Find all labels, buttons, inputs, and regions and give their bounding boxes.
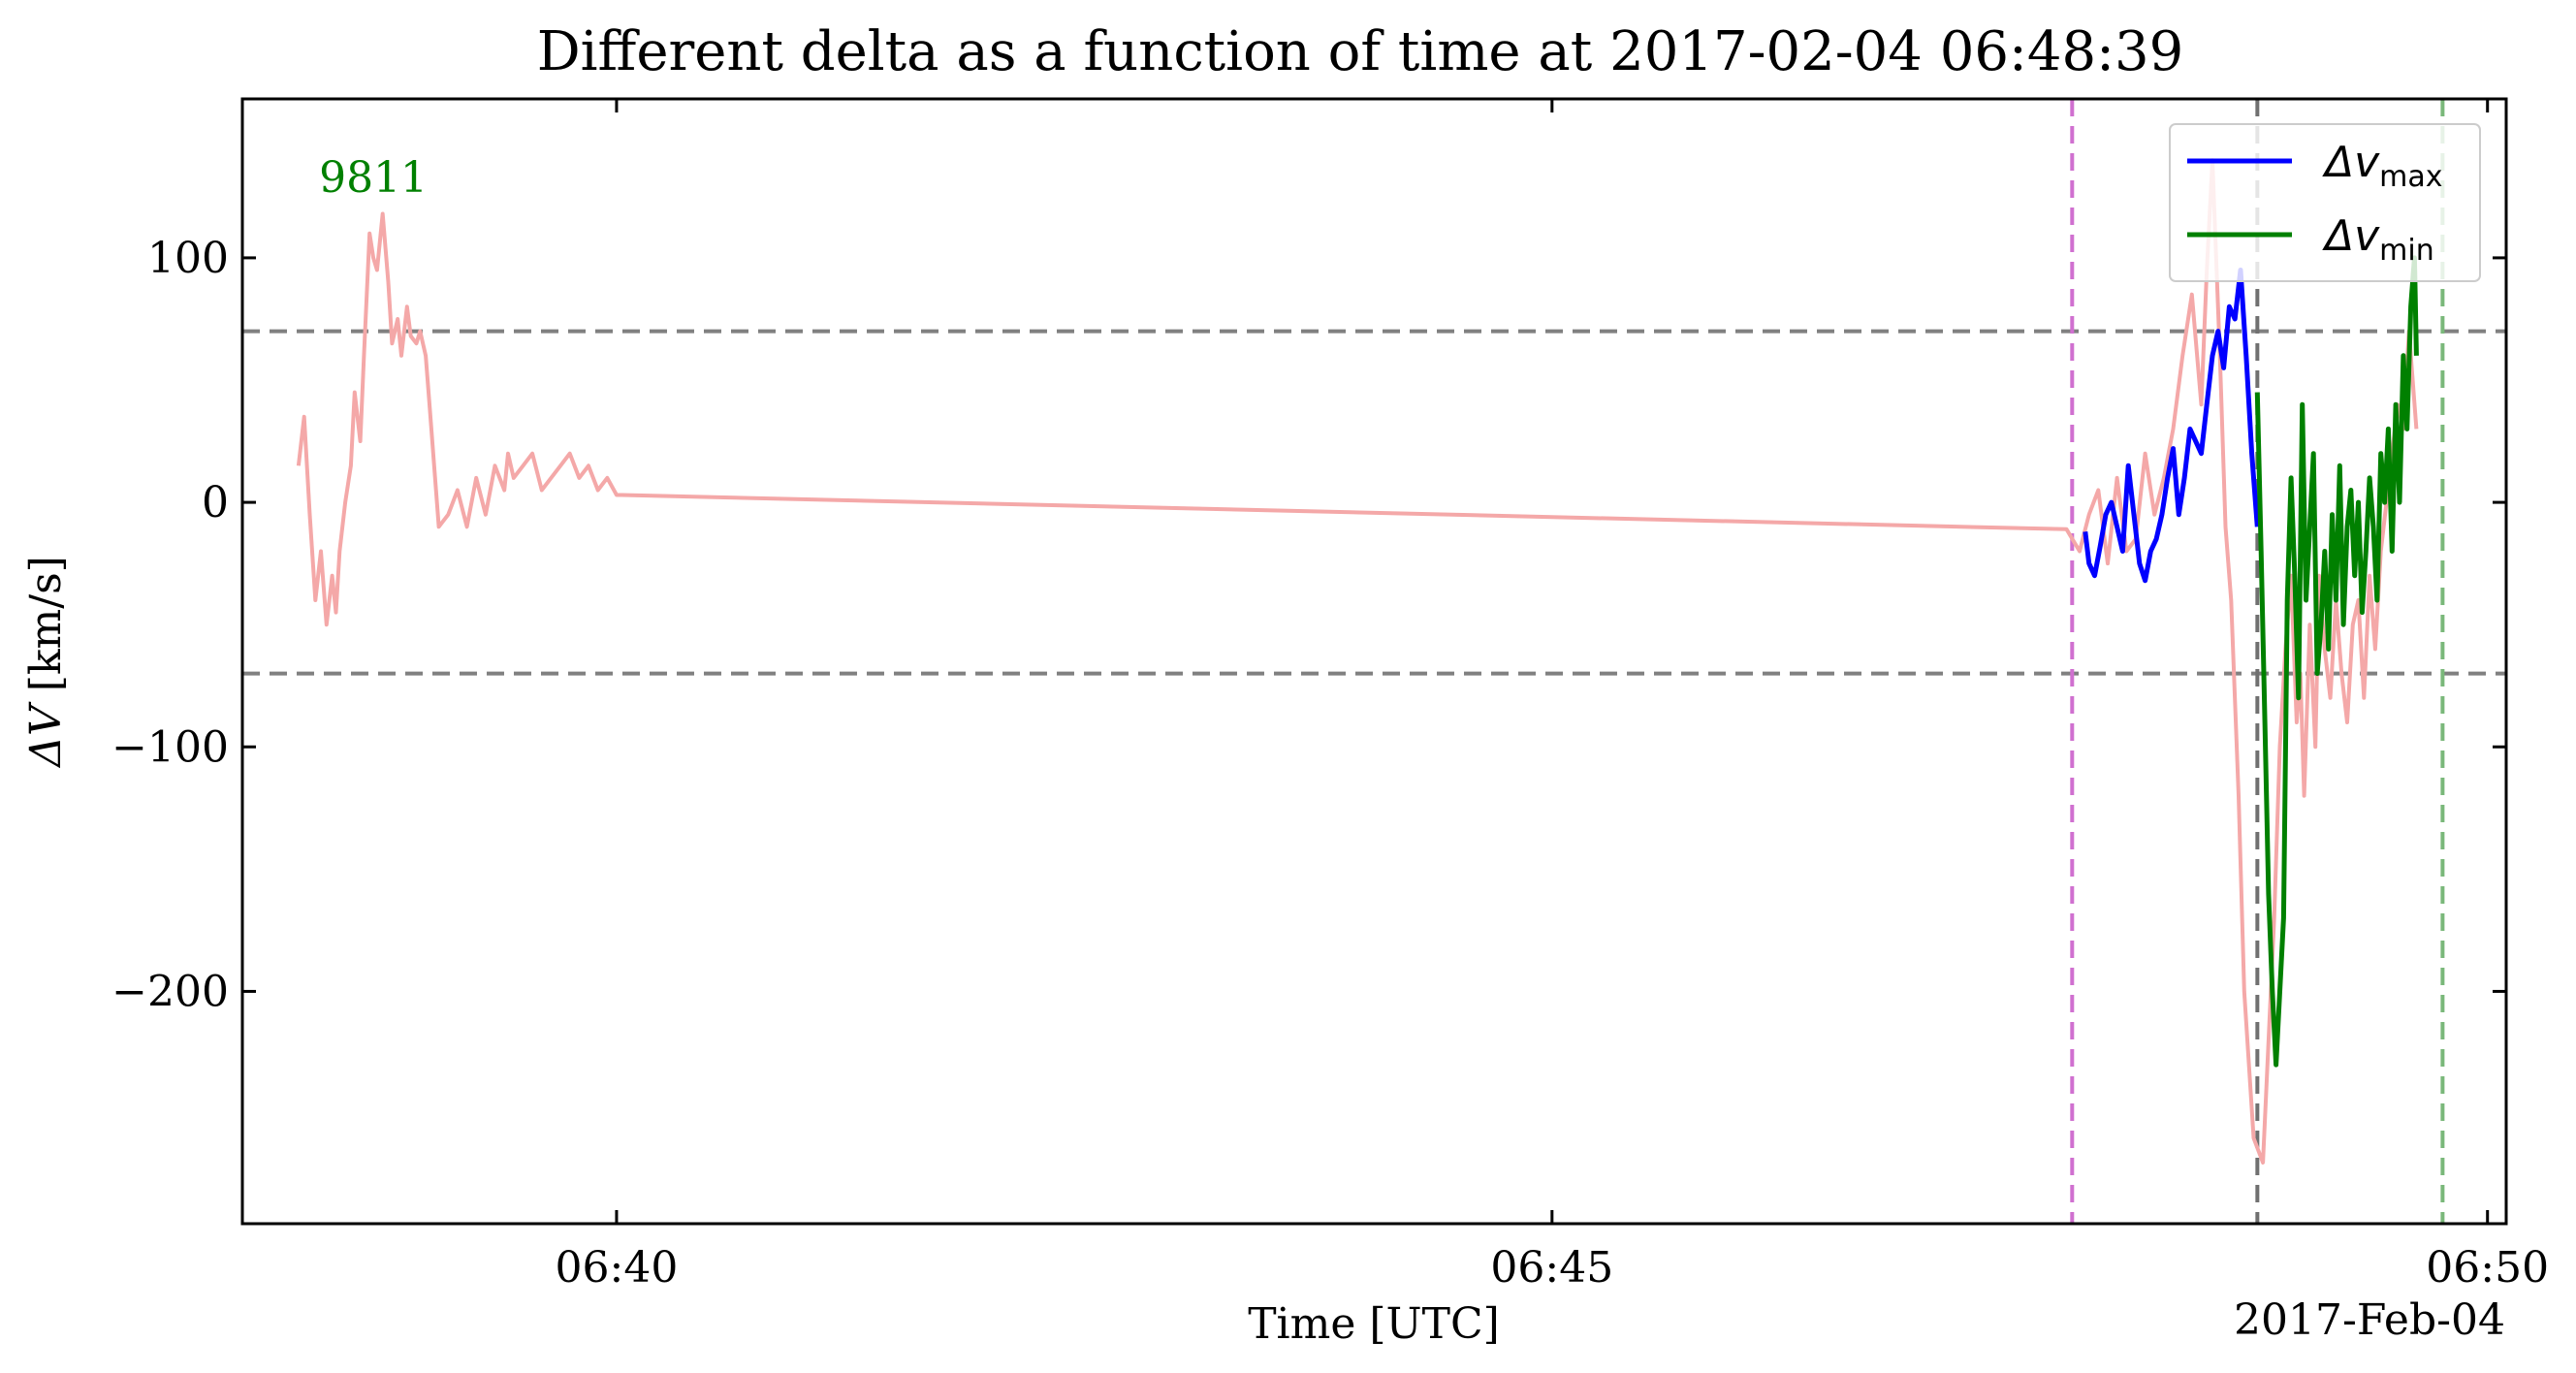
date-label: 2017-Feb-04 xyxy=(2234,1295,2505,1345)
series-line-0 xyxy=(296,158,2419,1165)
x-axis-label: Time [UTC] xyxy=(1248,1299,1500,1349)
x-tick-label-1: 06:45 xyxy=(1490,1243,1613,1293)
axis-ticks: 06:40 06:45 06:50 100 0 −100 −200 xyxy=(111,99,2549,1293)
x-tick-label-0: 06:40 xyxy=(556,1243,679,1293)
annotation-label: 9811 xyxy=(319,153,428,203)
plot-frame xyxy=(240,97,2508,1226)
legend-label-min: Δvmin xyxy=(2322,211,2434,268)
plot-content xyxy=(242,99,2506,1224)
chart-title: Different delta as a function of time at… xyxy=(537,20,2184,83)
series-line-1 xyxy=(2083,268,2260,584)
series-line-2 xyxy=(2254,255,2419,1068)
y-tick-label-3: −200 xyxy=(111,967,229,1016)
legend: Δvmax Δvmin xyxy=(2169,123,2481,282)
y-tick-label-1: 0 xyxy=(202,478,229,527)
y-tick-label-2: −100 xyxy=(111,722,229,772)
y-axis-label: ΔV [km/s] xyxy=(21,556,71,769)
legend-label-max: Δvmax xyxy=(2322,138,2443,194)
y-tick-label-0: 100 xyxy=(147,234,229,283)
x-tick-label-2: 06:50 xyxy=(2426,1243,2549,1293)
